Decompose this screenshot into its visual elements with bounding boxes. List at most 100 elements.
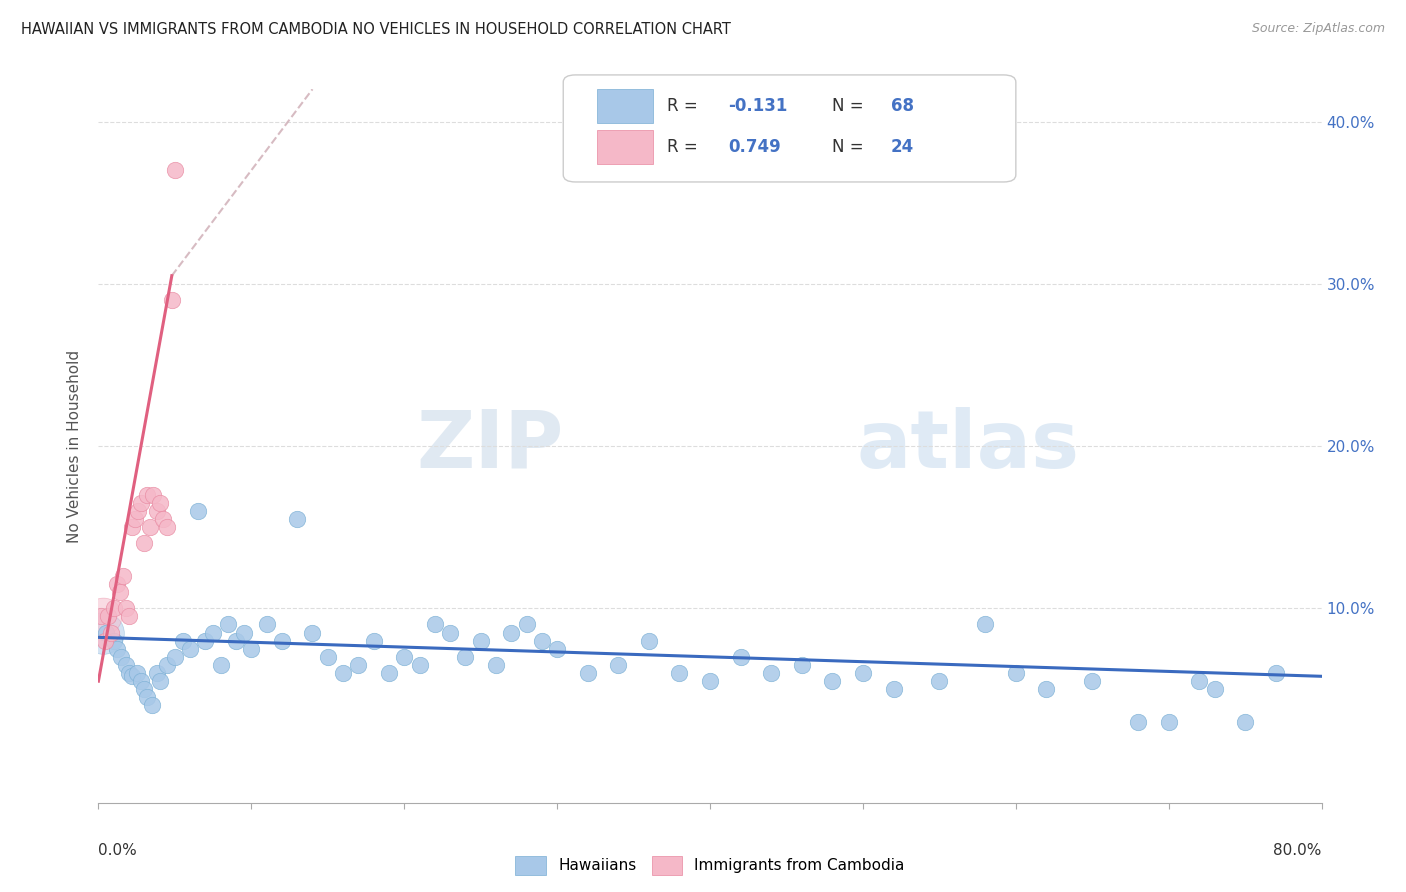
Point bbox=[93, 633, 115, 648]
Point bbox=[1204, 682, 1226, 697]
Point bbox=[1157, 714, 1180, 729]
Point bbox=[134, 682, 156, 697]
Point bbox=[1081, 674, 1104, 689]
Point bbox=[111, 568, 134, 582]
Point bbox=[149, 496, 172, 510]
Point bbox=[217, 617, 239, 632]
Point bbox=[90, 609, 112, 624]
Point bbox=[378, 666, 401, 681]
Point bbox=[163, 649, 186, 664]
Point bbox=[163, 163, 186, 178]
Point bbox=[156, 520, 179, 534]
Point bbox=[100, 625, 122, 640]
Text: Source: ZipAtlas.com: Source: ZipAtlas.com bbox=[1251, 22, 1385, 36]
Point bbox=[110, 649, 132, 664]
Point bbox=[187, 504, 209, 518]
Point bbox=[332, 666, 354, 681]
Point bbox=[928, 674, 950, 689]
Point bbox=[152, 512, 174, 526]
Point bbox=[516, 617, 538, 632]
Point bbox=[129, 496, 152, 510]
Point bbox=[97, 609, 120, 624]
Point bbox=[121, 669, 143, 683]
Point bbox=[761, 666, 783, 681]
Point bbox=[202, 625, 225, 640]
FancyBboxPatch shape bbox=[598, 130, 652, 164]
Point bbox=[546, 641, 568, 656]
Point bbox=[91, 625, 114, 640]
Point bbox=[730, 649, 752, 664]
Point bbox=[136, 488, 159, 502]
Point bbox=[363, 633, 385, 648]
Point bbox=[1035, 682, 1057, 697]
Point bbox=[145, 504, 167, 518]
Point bbox=[115, 657, 138, 672]
Point bbox=[392, 649, 416, 664]
Point bbox=[103, 633, 125, 648]
Point bbox=[149, 674, 172, 689]
Point bbox=[790, 657, 813, 672]
Text: 0.0%: 0.0% bbox=[98, 843, 138, 858]
Point bbox=[530, 633, 553, 648]
Point bbox=[172, 633, 194, 648]
Point bbox=[209, 657, 232, 672]
FancyBboxPatch shape bbox=[564, 75, 1015, 182]
Point bbox=[470, 633, 492, 648]
Point bbox=[124, 512, 146, 526]
Point bbox=[129, 674, 152, 689]
Point bbox=[94, 625, 117, 640]
Point bbox=[668, 666, 690, 681]
Point bbox=[852, 666, 875, 681]
Point bbox=[1188, 674, 1211, 689]
Point bbox=[501, 625, 523, 640]
Text: 0.749: 0.749 bbox=[728, 138, 782, 156]
Point bbox=[225, 633, 247, 648]
Point bbox=[821, 674, 844, 689]
Point bbox=[974, 617, 997, 632]
Point bbox=[139, 520, 162, 534]
Text: N =: N = bbox=[832, 138, 869, 156]
Point bbox=[141, 698, 163, 713]
Text: HAWAIIAN VS IMMIGRANTS FROM CAMBODIA NO VEHICLES IN HOUSEHOLD CORRELATION CHART: HAWAIIAN VS IMMIGRANTS FROM CAMBODIA NO … bbox=[21, 22, 731, 37]
Point bbox=[408, 657, 430, 672]
Point bbox=[423, 617, 446, 632]
Point bbox=[232, 625, 254, 640]
Point bbox=[118, 666, 141, 681]
Point bbox=[607, 657, 630, 672]
Point bbox=[134, 536, 156, 550]
Point bbox=[115, 601, 138, 615]
Text: atlas: atlas bbox=[856, 407, 1080, 485]
Point bbox=[1264, 666, 1286, 681]
Point bbox=[316, 649, 339, 664]
Point bbox=[156, 657, 179, 672]
Point bbox=[638, 633, 661, 648]
Point bbox=[240, 641, 263, 656]
Point bbox=[142, 488, 165, 502]
Text: -0.131: -0.131 bbox=[728, 97, 787, 115]
Point bbox=[108, 585, 131, 599]
Point bbox=[301, 625, 323, 640]
Point bbox=[1128, 714, 1150, 729]
Point bbox=[91, 609, 114, 624]
Point bbox=[270, 633, 294, 648]
Point bbox=[136, 690, 159, 705]
Text: 24: 24 bbox=[891, 138, 914, 156]
Point bbox=[127, 504, 149, 518]
Point bbox=[1004, 666, 1026, 681]
Legend: Hawaiians, Immigrants from Cambodia: Hawaiians, Immigrants from Cambodia bbox=[509, 850, 911, 880]
Point bbox=[105, 641, 128, 656]
Point bbox=[194, 633, 217, 648]
Text: 68: 68 bbox=[891, 97, 914, 115]
Point bbox=[160, 293, 183, 307]
Point bbox=[121, 520, 143, 534]
Text: R =: R = bbox=[668, 138, 703, 156]
Point bbox=[105, 577, 128, 591]
Text: N =: N = bbox=[832, 97, 869, 115]
Point bbox=[439, 625, 461, 640]
Point bbox=[576, 666, 599, 681]
Point bbox=[118, 609, 141, 624]
Point bbox=[179, 641, 201, 656]
Point bbox=[883, 682, 905, 697]
Point bbox=[347, 657, 370, 672]
Point bbox=[699, 674, 721, 689]
